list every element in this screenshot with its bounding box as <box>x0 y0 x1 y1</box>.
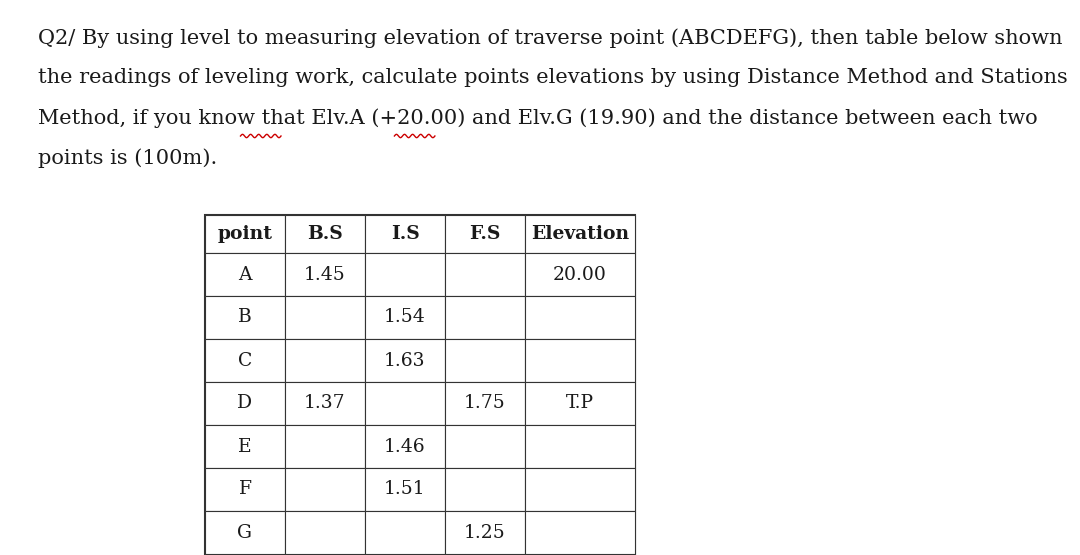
Bar <box>525 425 635 468</box>
Text: I.S: I.S <box>391 225 419 243</box>
Text: 1.37: 1.37 <box>305 395 346 412</box>
Text: B: B <box>238 309 252 326</box>
Bar <box>205 339 285 382</box>
Text: points is (100m).: points is (100m). <box>38 148 217 168</box>
Text: 20.00: 20.00 <box>553 265 607 284</box>
Bar <box>445 215 525 253</box>
Bar <box>285 425 365 468</box>
Bar <box>365 339 445 382</box>
Bar <box>285 382 365 425</box>
Bar <box>285 511 365 554</box>
Bar <box>205 382 285 425</box>
Text: B.S: B.S <box>307 225 342 243</box>
Bar <box>365 215 445 253</box>
Text: point: point <box>217 225 272 243</box>
Text: D: D <box>238 395 253 412</box>
Bar <box>445 382 525 425</box>
Text: T.P: T.P <box>566 395 594 412</box>
Bar <box>205 425 285 468</box>
Text: 1.75: 1.75 <box>464 395 505 412</box>
Bar <box>525 253 635 296</box>
Text: F.S: F.S <box>470 225 501 243</box>
Bar <box>285 339 365 382</box>
Text: Q2/ By using level to measuring elevation of traverse point (ABCDEFG), then tabl: Q2/ By using level to measuring elevatio… <box>38 28 1063 48</box>
Text: the readings of leveling work, calculate points elevations by using Distance Met: the readings of leveling work, calculate… <box>38 68 1068 87</box>
Bar <box>445 296 525 339</box>
Bar <box>285 253 365 296</box>
Bar <box>525 468 635 511</box>
Bar <box>285 296 365 339</box>
Bar <box>365 468 445 511</box>
Text: F: F <box>239 481 252 498</box>
Bar <box>365 382 445 425</box>
Bar <box>525 382 635 425</box>
Bar <box>365 296 445 339</box>
Bar <box>205 253 285 296</box>
Bar <box>525 511 635 554</box>
Bar <box>285 468 365 511</box>
Bar <box>445 511 525 554</box>
Bar <box>445 253 525 296</box>
Bar <box>365 425 445 468</box>
Text: 1.54: 1.54 <box>384 309 426 326</box>
Bar <box>445 425 525 468</box>
Bar <box>525 215 635 253</box>
Bar <box>205 296 285 339</box>
Bar <box>525 296 635 339</box>
Text: 1.46: 1.46 <box>384 437 426 456</box>
Text: E: E <box>239 437 252 456</box>
Text: A: A <box>239 265 252 284</box>
Text: 1.45: 1.45 <box>305 265 346 284</box>
Text: C: C <box>238 351 253 370</box>
Bar <box>525 339 635 382</box>
Text: Elevation: Elevation <box>531 225 629 243</box>
Text: 1.25: 1.25 <box>464 523 505 542</box>
Text: 1.63: 1.63 <box>384 351 426 370</box>
Bar <box>205 215 285 253</box>
Text: G: G <box>238 523 253 542</box>
Bar <box>365 253 445 296</box>
Bar <box>365 511 445 554</box>
Text: Method, if you know that Elv.A (+20.00) and Elv.G (19.90) and the distance betwe: Method, if you know that Elv.A (+20.00) … <box>38 108 1038 128</box>
Bar <box>445 468 525 511</box>
Text: 1.51: 1.51 <box>384 481 426 498</box>
Bar <box>285 215 365 253</box>
Bar <box>205 511 285 554</box>
Bar <box>445 339 525 382</box>
Bar <box>205 468 285 511</box>
